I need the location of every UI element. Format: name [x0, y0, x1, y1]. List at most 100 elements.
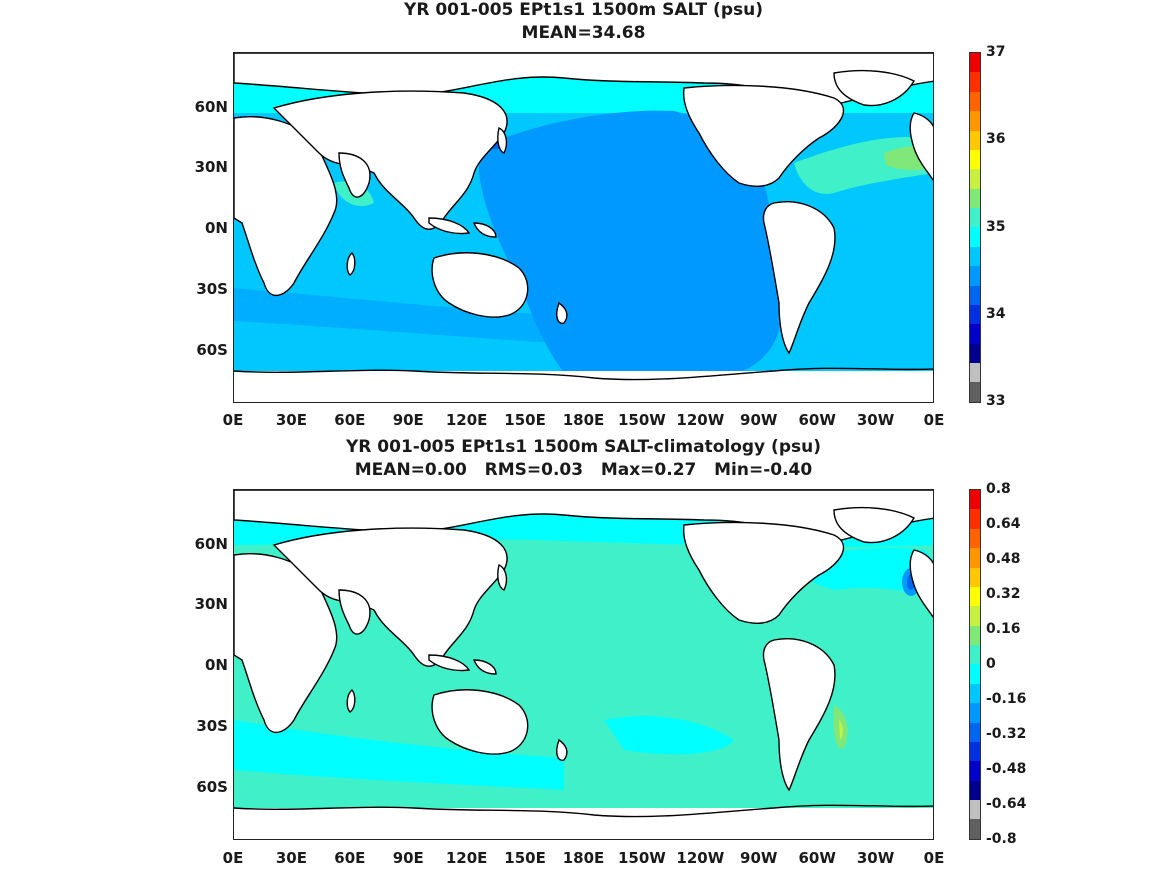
colorbar-swatch: [970, 169, 980, 189]
map2-cbar-label: -0.64: [986, 796, 1027, 812]
colorbar-swatch: [970, 780, 980, 800]
colorbar-swatch: [970, 645, 980, 665]
map2-cbar-label: 0.48: [986, 551, 1021, 567]
map2-cbar-label: 0.64: [986, 516, 1021, 532]
map2-lon-tick: 0E: [923, 849, 945, 867]
map1-title-line1: YR 001-005 EPt1s1 1500m SALT (psu): [404, 0, 763, 20]
map2-lat-30n: 30N: [194, 595, 228, 613]
map1-lon-tick: 60E: [334, 411, 366, 429]
map2-cbar-label: 0.16: [986, 621, 1021, 637]
colorbar-swatch: [970, 703, 980, 723]
map2-lon-tick: 0E: [222, 849, 244, 867]
map1-antarctic-coast: [234, 367, 933, 381]
map2-cbar-label: 0.8: [986, 481, 1011, 497]
map2-lat-60s: 60S: [196, 778, 228, 796]
map1-lat-30n: 30N: [194, 158, 228, 176]
map1-lat-0n: 0N: [205, 219, 228, 237]
colorbar-swatch: [970, 567, 980, 587]
map2-antarctica: [234, 808, 933, 839]
map2-lat-30s: 30S: [196, 717, 228, 735]
map2-lon-tick: 150E: [504, 849, 546, 867]
map1-cbar-label-35: 35: [986, 219, 1006, 235]
colorbar-swatch: [970, 246, 980, 267]
colorbar-swatch: [970, 266, 980, 286]
colorbar-swatch: [970, 625, 980, 645]
map2-lon-tick: 90W: [740, 849, 778, 867]
map1-lat-60n: 60N: [194, 98, 228, 116]
map1-cbar-label-37: 37: [986, 44, 1006, 60]
map1-lon-tick: 30W: [856, 411, 895, 429]
map1-lon-tick: 30E: [275, 411, 307, 429]
map1-title-line2: MEAN=34.68: [521, 23, 646, 43]
colorbar-swatch: [970, 111, 980, 131]
colorbar-swatch: [970, 761, 980, 781]
colorbar-swatch: [970, 382, 980, 402]
map2-title-line1: YR 001-005 EPt1s1 1500m SALT-climatology…: [345, 437, 821, 457]
map2-cbar-label: -0.48: [986, 761, 1027, 777]
map2-lon-tick: 30W: [856, 849, 895, 867]
colorbar-swatch: [970, 72, 980, 92]
map2-cbar-label: -0.16: [986, 691, 1027, 707]
map1-lat-60s: 60S: [196, 341, 228, 359]
map2-colorbar: [969, 489, 981, 840]
map1-cbar-label-34: 34: [986, 306, 1006, 322]
map1-cbar-label-33: 33: [986, 393, 1006, 409]
colorbar-swatch: [970, 53, 980, 73]
colorbar-swatch: [970, 130, 980, 150]
colorbar-swatch: [970, 683, 980, 704]
colorbar-swatch: [970, 227, 980, 247]
map1-south-indian-fresh: [234, 288, 554, 343]
map1-land: [234, 53, 933, 355]
map2-cbar-label: 0: [986, 656, 996, 672]
map1-plot-area: [233, 52, 934, 403]
map1-lon-tick: 60W: [798, 411, 836, 429]
map2-lon-tick: 120W: [676, 849, 725, 867]
map2-lon-tick: 150W: [617, 849, 666, 867]
map1-lon-tick: 90E: [392, 411, 424, 429]
map1-antarctica: [234, 371, 933, 402]
map1-lon-tick: 120W: [676, 411, 725, 429]
map2-cbar-label: 0.32: [986, 586, 1021, 602]
map2-lon-tick: 30E: [275, 849, 307, 867]
colorbar-swatch: [970, 324, 980, 344]
colorbar-swatch: [970, 800, 980, 820]
map1-lon-tick: 0E: [923, 411, 945, 429]
map2-lon-tick: 90E: [392, 849, 424, 867]
map1-canvas: [234, 53, 933, 402]
map2-lon-tick: 120E: [445, 849, 488, 867]
map2-lon-tick: 60E: [334, 849, 366, 867]
map2-land: [234, 490, 933, 792]
colorbar-swatch: [970, 528, 980, 549]
map1-pacific-fresh: [479, 110, 783, 383]
map2-lat-0n: 0N: [205, 656, 228, 674]
colorbar-swatch: [970, 149, 980, 170]
colorbar-swatch: [970, 548, 980, 568]
colorbar-swatch: [970, 91, 980, 112]
colorbar-swatch: [970, 606, 980, 626]
map1-colorbar: [969, 52, 981, 403]
colorbar-swatch: [970, 208, 980, 228]
colorbar-swatch: [970, 664, 980, 684]
colorbar-swatch: [970, 586, 980, 607]
map2-brazil-anomaly-core: [839, 720, 843, 740]
map1-cbar-label-36: 36: [986, 131, 1006, 147]
colorbar-swatch: [970, 304, 980, 325]
map1-lon-tick: 180E: [562, 411, 605, 429]
map1-lon-tick: 150E: [504, 411, 546, 429]
colorbar-swatch: [970, 509, 980, 529]
map2-cbar-label: -0.32: [986, 726, 1027, 742]
map2-lat-60n: 60N: [194, 535, 228, 553]
map2-title-line2: MEAN=0.00 RMS=0.03 Max=0.27 Min=-0.40: [354, 460, 813, 480]
colorbar-swatch: [970, 363, 980, 383]
colorbar-swatch: [970, 188, 980, 208]
map2-lon-tick: 180E: [562, 849, 605, 867]
map2-south-cyan-band: [234, 720, 564, 790]
map1-lon-tick: 90W: [740, 411, 778, 429]
map2-antarctic-coast: [234, 804, 933, 818]
map1-lon-tick: 150W: [617, 411, 666, 429]
colorbar-swatch: [970, 722, 980, 742]
map2-lon-tick: 60W: [798, 849, 836, 867]
colorbar-swatch: [970, 490, 980, 510]
map1-lon-tick: 120E: [445, 411, 488, 429]
map1-lon-tick: 0E: [222, 411, 244, 429]
